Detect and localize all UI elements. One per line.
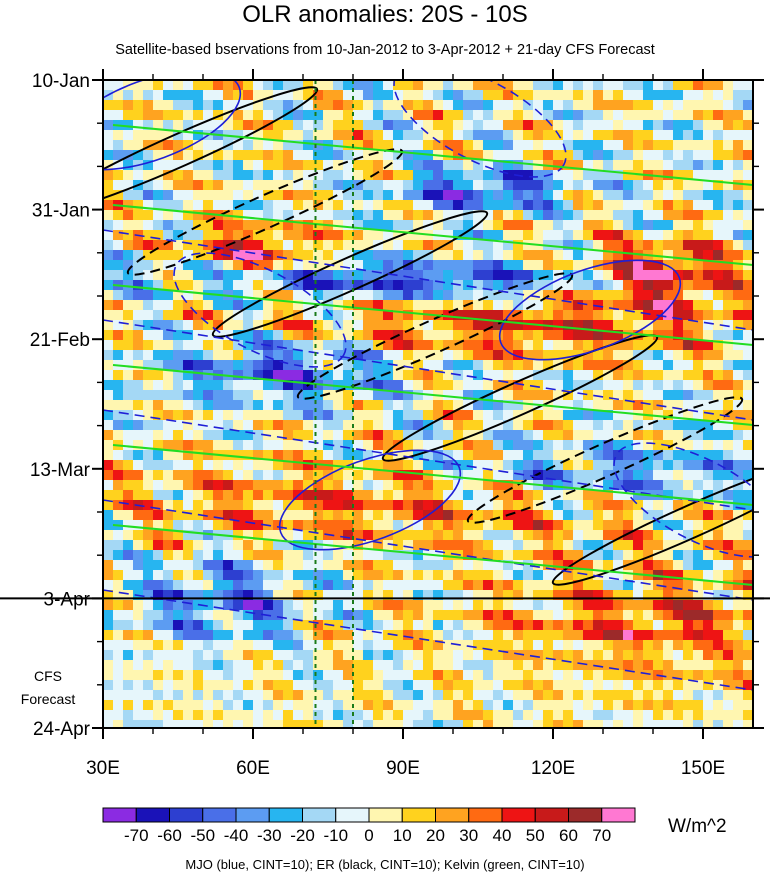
plot-border bbox=[102, 79, 754, 729]
colorbar-label-13: 60 bbox=[559, 826, 578, 845]
y-axis: 10-Jan 31-Jan 21-Feb 13-Mar 3-Apr 24-Apr bbox=[30, 71, 764, 740]
x-tick-label-4: 150E bbox=[681, 758, 725, 779]
colorbar-label-1: -60 bbox=[157, 826, 182, 845]
chart-title: OLR anomalies: 20S - 10S bbox=[242, 1, 528, 28]
colorbar-label-11: 40 bbox=[493, 826, 512, 845]
colorbar-label-12: 50 bbox=[526, 826, 545, 845]
colorbar-units: W/m^2 bbox=[668, 816, 727, 837]
colorbar-label-8: 10 bbox=[393, 826, 412, 845]
x-tick-label-0: 30E bbox=[86, 758, 120, 779]
forecast-label-line2: Forecast bbox=[20, 691, 76, 707]
colorbar-swatch-3 bbox=[202, 807, 237, 823]
colorbar-label-7: 0 bbox=[364, 826, 373, 845]
colorbar-label-2: -50 bbox=[190, 826, 215, 845]
x-tick-label-2: 90E bbox=[386, 758, 420, 779]
colorbar-swatch-9 bbox=[401, 807, 436, 823]
colorbar-label-4: -30 bbox=[257, 826, 282, 845]
colorbar-swatch-5 bbox=[268, 807, 303, 823]
colorbar-swatch-1 bbox=[135, 807, 170, 823]
x-tick-label-3: 120E bbox=[531, 758, 575, 779]
colorbar-label-0: -70 bbox=[124, 826, 149, 845]
plot-frame bbox=[0, 79, 770, 729]
colorbar-swatch-13 bbox=[534, 807, 569, 823]
colorbar-swatch-0 bbox=[102, 807, 137, 823]
forecast-label-line1: CFS bbox=[34, 668, 62, 684]
colorbar-label-14: 70 bbox=[592, 826, 611, 845]
colorbar-swatch-15 bbox=[601, 807, 636, 823]
colorbar-swatch-11 bbox=[468, 807, 503, 823]
y-tick-label-0: 10-Jan bbox=[32, 71, 90, 92]
y-tick-label-1: 31-Jan bbox=[32, 201, 90, 222]
colorbar-label-5: -20 bbox=[290, 826, 315, 845]
chart-subtitle: Satellite-based bservations from 10-Jan-… bbox=[115, 42, 655, 58]
y-tick-label-2: 21-Feb bbox=[30, 330, 90, 351]
y-tick-label-5: 24-Apr bbox=[33, 719, 91, 740]
y-tick-label-3: 13-Mar bbox=[30, 460, 91, 481]
contour-legend: MJO (blue, CINT=10); ER (black, CINT=10)… bbox=[185, 857, 585, 872]
colorbar: -70 -60 -50 -40 -30 -20 -10 0 10 20 30 40 50 60 70 bbox=[102, 807, 636, 845]
colorbar-swatch-14 bbox=[568, 807, 603, 823]
x-tick-label-1: 60E bbox=[236, 758, 270, 779]
colorbar-swatch-6 bbox=[302, 807, 337, 823]
colorbar-swatch-7 bbox=[335, 807, 370, 823]
olr-anomaly-field bbox=[103, 80, 753, 728]
colorbar-label-6: -10 bbox=[323, 826, 348, 845]
colorbar-swatch-12 bbox=[501, 807, 536, 823]
colorbar-label-10: 30 bbox=[459, 826, 478, 845]
wave-contours bbox=[103, 80, 753, 728]
y-tick-label-4: 3-Apr bbox=[44, 589, 91, 610]
x-axis: 30E 60E 90E 120E 150E bbox=[86, 69, 725, 779]
colorbar-swatch-2 bbox=[169, 807, 204, 823]
colorbar-swatch-4 bbox=[235, 807, 270, 823]
colorbar-swatch-10 bbox=[435, 807, 470, 823]
colorbar-swatch-8 bbox=[368, 807, 403, 823]
colorbar-label-3: -40 bbox=[224, 826, 249, 845]
colorbar-label-9: 20 bbox=[426, 826, 445, 845]
